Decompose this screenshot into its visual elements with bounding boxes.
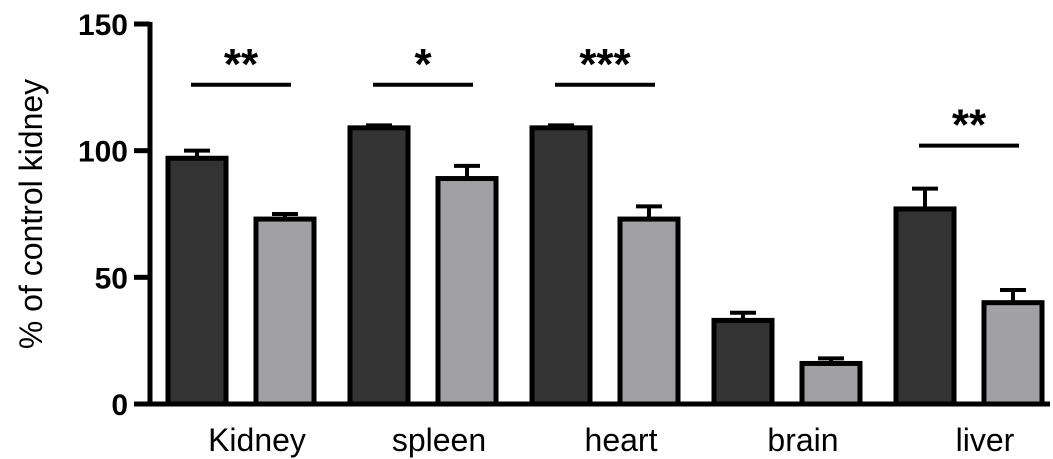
category-labels: Kidney spleen heart brain liver bbox=[208, 422, 1015, 458]
category-label: spleen bbox=[392, 422, 486, 458]
y-tick-label: 150 bbox=[78, 9, 128, 42]
significance-stars: ** bbox=[224, 40, 259, 89]
category-label: Kidney bbox=[208, 422, 306, 458]
bar-spleen-1 bbox=[347, 125, 411, 407]
y-axis-label: % of control kidney bbox=[13, 79, 49, 349]
significance-stars: *** bbox=[579, 40, 631, 89]
bar-kidney-2 bbox=[253, 216, 317, 407]
bar-spleen-2 bbox=[435, 176, 499, 407]
bar-liver-2 bbox=[981, 300, 1045, 407]
significance-markers: ** * ***** bbox=[191, 40, 1019, 150]
significance-stars: ** bbox=[952, 101, 987, 150]
error-bars bbox=[184, 123, 1026, 364]
bar-heart-2 bbox=[617, 216, 681, 407]
bars bbox=[165, 125, 1045, 407]
category-label: brain bbox=[767, 422, 838, 458]
bar-liver-1 bbox=[893, 206, 957, 407]
bar-brain-1 bbox=[711, 317, 775, 407]
significance-stars: * bbox=[414, 40, 432, 89]
category-label: liver bbox=[956, 422, 1015, 458]
bar-heart-1 bbox=[529, 125, 593, 407]
bar-kidney-1 bbox=[165, 155, 229, 407]
category-label: heart bbox=[585, 422, 658, 458]
y-tick-label: 50 bbox=[95, 262, 128, 295]
y-axis-title: % of control kidney bbox=[13, 79, 49, 349]
y-tick-label: 0 bbox=[111, 389, 128, 422]
y-axis-ticks: 0 50 100 150 bbox=[78, 9, 150, 422]
bar-brain-2 bbox=[799, 360, 863, 407]
y-tick-label: 100 bbox=[78, 136, 128, 169]
